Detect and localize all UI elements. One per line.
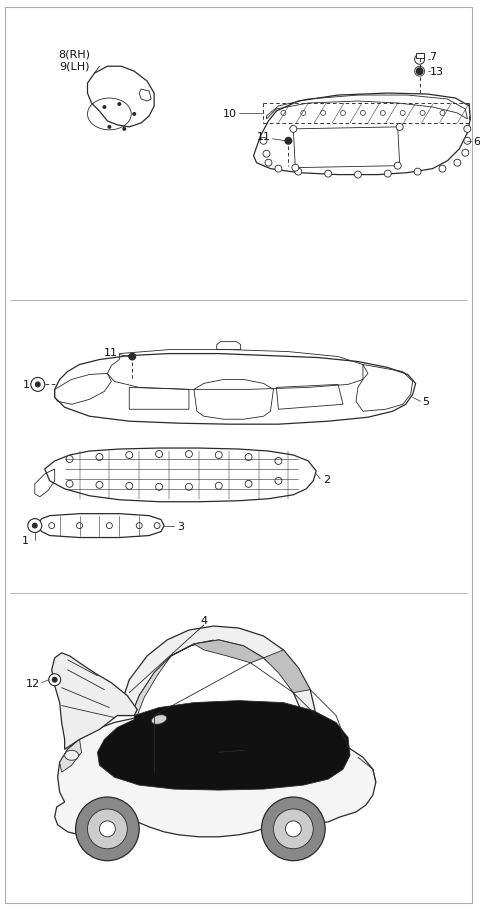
Circle shape bbox=[414, 169, 421, 176]
Circle shape bbox=[245, 454, 252, 461]
Circle shape bbox=[265, 160, 272, 167]
Circle shape bbox=[400, 111, 405, 117]
Polygon shape bbox=[55, 716, 376, 837]
Circle shape bbox=[52, 677, 58, 683]
Circle shape bbox=[275, 166, 282, 173]
Text: 8(RH)
9(LH): 8(RH) 9(LH) bbox=[59, 49, 91, 71]
Circle shape bbox=[99, 821, 115, 837]
Circle shape bbox=[354, 172, 361, 179]
Text: 1: 1 bbox=[23, 380, 30, 390]
Text: 7: 7 bbox=[430, 52, 437, 62]
Circle shape bbox=[454, 160, 461, 167]
Circle shape bbox=[66, 456, 73, 463]
Circle shape bbox=[321, 111, 325, 117]
Text: 6: 6 bbox=[473, 137, 480, 147]
Bar bbox=[416, 55, 423, 59]
Circle shape bbox=[31, 378, 45, 392]
Polygon shape bbox=[194, 640, 264, 663]
Circle shape bbox=[185, 451, 192, 458]
Circle shape bbox=[360, 111, 365, 117]
Circle shape bbox=[108, 126, 111, 129]
Circle shape bbox=[462, 150, 469, 157]
Circle shape bbox=[126, 483, 133, 490]
Circle shape bbox=[154, 523, 160, 529]
Circle shape bbox=[263, 151, 270, 158]
Circle shape bbox=[75, 797, 139, 861]
Circle shape bbox=[28, 519, 42, 533]
Circle shape bbox=[245, 481, 252, 487]
Circle shape bbox=[275, 478, 282, 485]
Text: 4: 4 bbox=[200, 616, 207, 625]
Circle shape bbox=[102, 106, 107, 110]
Circle shape bbox=[49, 674, 60, 686]
Text: 12: 12 bbox=[25, 678, 40, 688]
Polygon shape bbox=[60, 740, 82, 773]
Circle shape bbox=[384, 171, 391, 178]
Circle shape bbox=[439, 166, 446, 173]
Circle shape bbox=[380, 111, 385, 117]
Polygon shape bbox=[97, 701, 350, 790]
Circle shape bbox=[464, 138, 471, 145]
Circle shape bbox=[156, 484, 163, 491]
Circle shape bbox=[420, 111, 425, 117]
Circle shape bbox=[49, 523, 55, 529]
Text: 5: 5 bbox=[422, 397, 430, 407]
Circle shape bbox=[35, 382, 41, 388]
Ellipse shape bbox=[151, 715, 167, 724]
Circle shape bbox=[274, 809, 313, 849]
Text: 10: 10 bbox=[223, 108, 237, 118]
Text: 11: 11 bbox=[103, 347, 117, 357]
Circle shape bbox=[156, 451, 163, 458]
Circle shape bbox=[117, 103, 121, 107]
Circle shape bbox=[440, 111, 445, 117]
Circle shape bbox=[32, 523, 38, 529]
Circle shape bbox=[415, 56, 425, 66]
Circle shape bbox=[340, 111, 346, 117]
Circle shape bbox=[301, 111, 306, 117]
Ellipse shape bbox=[65, 751, 79, 761]
Circle shape bbox=[290, 127, 297, 133]
Circle shape bbox=[416, 68, 423, 77]
Circle shape bbox=[324, 171, 332, 178]
Circle shape bbox=[286, 821, 301, 837]
Polygon shape bbox=[264, 650, 310, 693]
Polygon shape bbox=[52, 653, 137, 750]
Circle shape bbox=[292, 165, 299, 172]
Circle shape bbox=[394, 163, 401, 170]
Circle shape bbox=[396, 124, 403, 131]
Circle shape bbox=[107, 523, 112, 529]
Circle shape bbox=[260, 138, 267, 145]
Polygon shape bbox=[117, 627, 316, 716]
Circle shape bbox=[132, 113, 136, 117]
Text: 13: 13 bbox=[430, 67, 444, 77]
Circle shape bbox=[215, 452, 222, 459]
Circle shape bbox=[87, 809, 127, 849]
Circle shape bbox=[136, 523, 142, 529]
Circle shape bbox=[126, 452, 133, 459]
Circle shape bbox=[77, 523, 83, 529]
Circle shape bbox=[96, 454, 103, 461]
Circle shape bbox=[262, 797, 325, 861]
Circle shape bbox=[295, 169, 302, 176]
Circle shape bbox=[66, 481, 73, 487]
Text: 2: 2 bbox=[323, 475, 330, 485]
Circle shape bbox=[122, 128, 126, 132]
Circle shape bbox=[185, 484, 192, 491]
Circle shape bbox=[284, 138, 292, 146]
Circle shape bbox=[275, 458, 282, 465]
Circle shape bbox=[128, 353, 136, 361]
Circle shape bbox=[464, 127, 471, 133]
Circle shape bbox=[215, 483, 222, 490]
Text: 11: 11 bbox=[256, 132, 270, 142]
Text: 1: 1 bbox=[21, 535, 28, 545]
Polygon shape bbox=[131, 640, 214, 716]
Circle shape bbox=[96, 482, 103, 489]
Text: 3: 3 bbox=[177, 521, 184, 531]
Circle shape bbox=[281, 111, 286, 117]
